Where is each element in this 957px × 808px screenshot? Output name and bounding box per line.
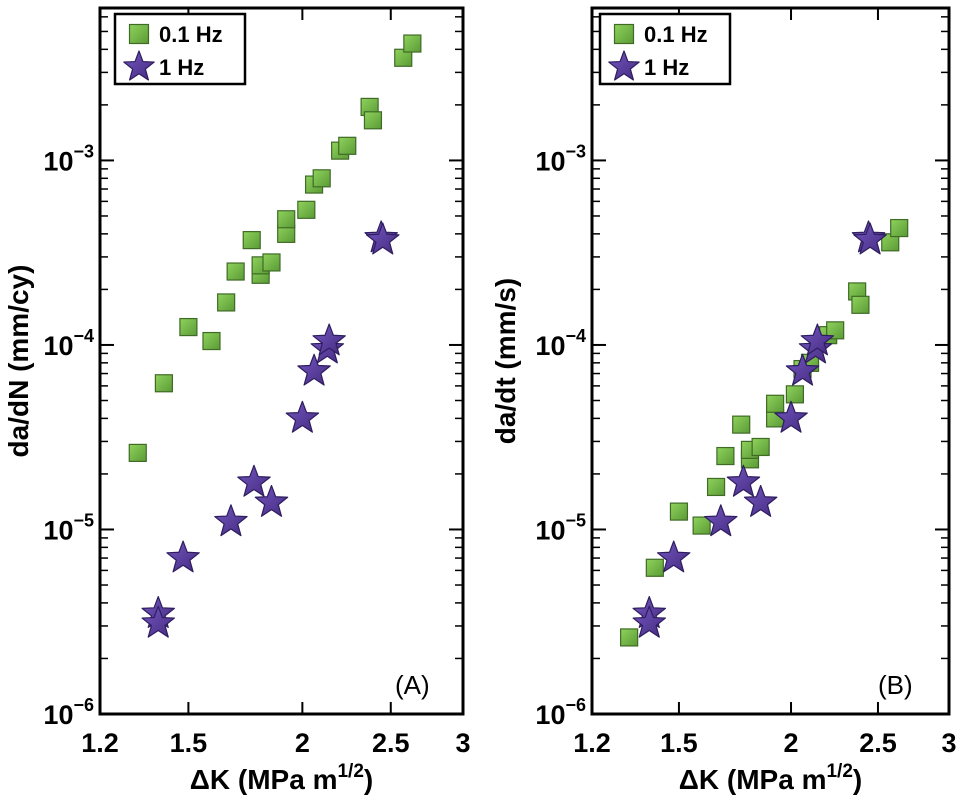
- data-point-star: [726, 464, 761, 497]
- plot-frame: [98, 6, 465, 716]
- data-point-square: [312, 169, 331, 188]
- data-point-star: [632, 605, 667, 638]
- data-point-star: [800, 323, 835, 356]
- data-point-square: [226, 262, 245, 281]
- legend-star-icon: [608, 50, 640, 81]
- x-axis-label: ΔK (MPa m1/2): [679, 761, 862, 795]
- y-tick-label: 10−4: [43, 326, 94, 361]
- data-point-square: [179, 317, 198, 337]
- data-point-star: [141, 605, 175, 638]
- x-tick-label: 1.2: [81, 728, 119, 758]
- x-tick-label: 2: [295, 728, 310, 758]
- data-markers: [128, 34, 422, 638]
- data-point-star: [853, 222, 887, 255]
- data-point-square: [826, 321, 845, 340]
- data-markers: [620, 218, 909, 647]
- data-point-square: [716, 446, 735, 466]
- legend-label: 1 Hz: [159, 55, 204, 80]
- data-point-square: [890, 218, 909, 238]
- data-point-star: [774, 400, 808, 433]
- data-point-star: [785, 353, 820, 386]
- data-point-star: [214, 504, 248, 537]
- panel-a: 10−6 10−5 10−4 10−3 1.2 1.5 2 2.5 3 0.1 Hz 1 Hz (A)…: [3, 6, 471, 795]
- data-point-square: [851, 295, 870, 314]
- data-point-star: [366, 222, 400, 255]
- legend-label: 0.1 Hz: [644, 22, 708, 47]
- y-tick-label: 10−3: [535, 141, 586, 176]
- y-tick-label: 10−5: [535, 510, 586, 545]
- legend-square-icon: [613, 23, 635, 45]
- legend: 0.1 Hz 1 Hz: [113, 12, 247, 86]
- data-point-star: [656, 540, 691, 573]
- data-point-square: [262, 253, 281, 272]
- legend-label: 1 Hz: [644, 55, 689, 80]
- panel-label: (A): [395, 670, 430, 700]
- data-point-square: [620, 628, 639, 647]
- data-point-square: [785, 385, 805, 404]
- data-point-square: [645, 558, 664, 577]
- y-tick-label: 10−3: [43, 141, 94, 176]
- x-tick-label: 2: [784, 728, 799, 758]
- data-point-square: [297, 200, 316, 219]
- data-point-star: [254, 484, 289, 517]
- data-point-star: [285, 400, 320, 433]
- legend-label: 0.1 Hz: [159, 22, 223, 47]
- data-point-square: [277, 210, 296, 229]
- legend-square-icon: [128, 23, 150, 45]
- data-point-square: [692, 516, 711, 535]
- y-tick-label: 10−6: [535, 695, 586, 730]
- data-point-square: [363, 111, 383, 130]
- plot-frame: [590, 6, 951, 716]
- y-tick-label: 10−4: [535, 326, 586, 361]
- data-point-square: [766, 394, 785, 413]
- legend: 0.1 Hz 1 Hz: [598, 12, 732, 86]
- x-tick-label: 3: [941, 728, 956, 758]
- data-point-square: [732, 415, 751, 434]
- data-point-star: [743, 484, 778, 517]
- data-point-star: [704, 504, 738, 537]
- data-point-square: [128, 443, 147, 463]
- data-point-square: [751, 437, 770, 457]
- data-point-square: [669, 502, 689, 521]
- data-point-star: [312, 323, 346, 356]
- data-point-square: [154, 374, 173, 393]
- data-point-square: [242, 231, 261, 250]
- x-tick-label: 2.5: [859, 728, 897, 758]
- data-point-square: [202, 331, 221, 351]
- data-point-square: [706, 477, 726, 497]
- data-point-star: [237, 464, 271, 497]
- data-point-star: [297, 353, 331, 386]
- data-point-star: [166, 540, 200, 573]
- panel-label: (B): [878, 670, 913, 700]
- data-point-square: [338, 136, 357, 155]
- data-point-square: [217, 293, 236, 312]
- y-tick-label: 10−5: [43, 510, 94, 545]
- y-axis-label: da/dN (mm/cy): [3, 265, 34, 458]
- x-tick-label: 3: [455, 728, 470, 758]
- x-tick-label: 1.2: [573, 728, 611, 758]
- x-tick-label: 2.5: [372, 728, 410, 758]
- x-tick-label: 1.5: [660, 728, 698, 758]
- y-axis-label: da/dt (mm/s): [490, 278, 521, 444]
- panel-b: 10−6 10−5 10−4 10−3 1.2 1.5 2 2.5 3 0.1 Hz 1 Hz (B)…: [490, 6, 957, 795]
- x-axis-label: ΔK (MPa m1/2): [190, 761, 373, 795]
- y-tick-label: 10−6: [43, 695, 94, 730]
- x-tick-label: 1.5: [170, 728, 208, 758]
- legend-star-icon: [123, 50, 155, 81]
- data-point-square: [394, 48, 413, 67]
- data-point-square: [403, 34, 422, 53]
